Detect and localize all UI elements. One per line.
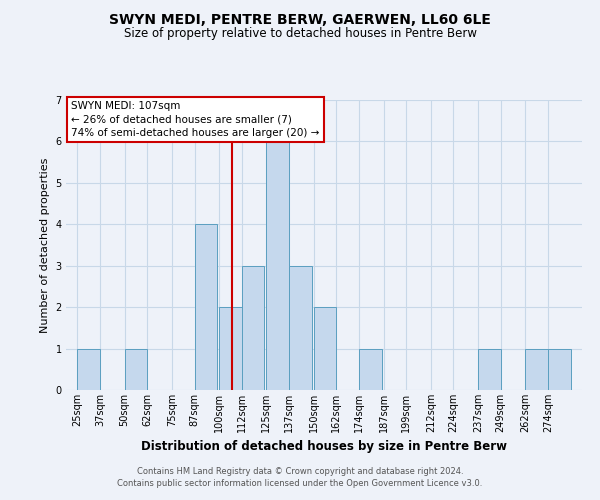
Bar — [219, 307, 242, 390]
Bar — [289, 266, 312, 390]
Bar — [242, 266, 265, 390]
Bar — [525, 348, 548, 390]
Text: SWYN MEDI, PENTRE BERW, GAERWEN, LL60 6LE: SWYN MEDI, PENTRE BERW, GAERWEN, LL60 6L… — [109, 12, 491, 26]
Bar — [125, 348, 147, 390]
Y-axis label: Number of detached properties: Number of detached properties — [40, 158, 50, 332]
Text: SWYN MEDI: 107sqm
← 26% of detached houses are smaller (7)
74% of semi-detached : SWYN MEDI: 107sqm ← 26% of detached hous… — [71, 102, 320, 138]
Text: Size of property relative to detached houses in Pentre Berw: Size of property relative to detached ho… — [124, 28, 476, 40]
Bar — [359, 348, 382, 390]
Bar — [194, 224, 217, 390]
Bar — [478, 348, 501, 390]
X-axis label: Distribution of detached houses by size in Pentre Berw: Distribution of detached houses by size … — [141, 440, 507, 454]
Bar — [77, 348, 100, 390]
Text: Contains HM Land Registry data © Crown copyright and database right 2024.
Contai: Contains HM Land Registry data © Crown c… — [118, 466, 482, 487]
Bar — [266, 142, 289, 390]
Bar — [548, 348, 571, 390]
Bar — [314, 307, 336, 390]
